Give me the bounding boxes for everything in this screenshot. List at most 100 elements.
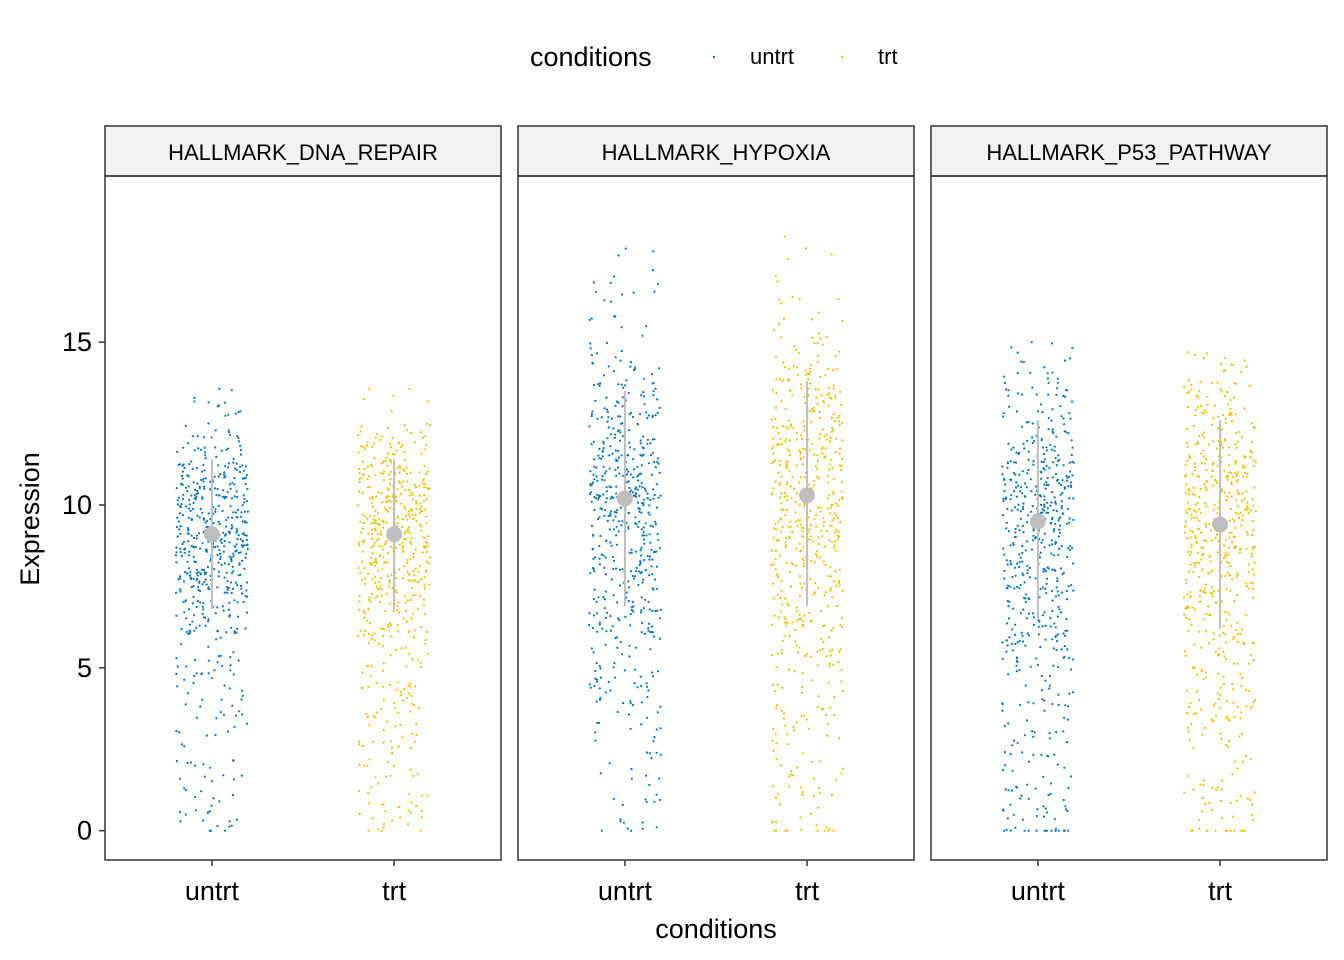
data-point [1067,547,1070,550]
data-point [381,501,384,504]
data-point [598,665,601,668]
data-point [649,752,652,755]
data-point [1010,509,1014,512]
data-point [592,281,595,284]
data-point [1007,789,1010,792]
data-point [786,481,789,484]
data-point [827,475,830,478]
data-point [803,395,806,398]
data-point [819,649,822,652]
data-point [243,533,246,537]
data-point [1220,362,1223,365]
data-point [631,574,635,578]
data-point [1054,473,1058,476]
data-point [645,800,648,804]
data-point [637,474,640,477]
data-point [226,490,229,493]
data-point [1009,498,1012,501]
data-point [1250,451,1254,454]
data-point [368,596,371,599]
data-point [1187,493,1191,496]
data-point [636,686,639,689]
data-point [392,609,395,613]
data-point [1251,596,1255,599]
data-point [408,515,411,518]
data-point [412,704,415,707]
data-point [654,523,658,526]
data-point [1194,712,1198,715]
data-point [786,743,789,746]
data-point [776,280,779,283]
data-point [829,458,833,462]
data-point [379,533,382,536]
data-point [780,508,783,511]
data-point [659,608,662,612]
data-point [1056,763,1059,766]
data-point [1192,424,1195,427]
data-point [382,479,385,482]
data-point [1214,601,1217,604]
data-point [1238,551,1241,554]
data-point [1047,755,1050,758]
data-point [607,514,610,518]
data-point [634,366,637,369]
data-point [812,484,816,487]
data-point [1226,478,1229,481]
data-point [812,593,815,596]
data-point [1193,509,1196,512]
data-point [835,549,838,552]
data-point [603,598,606,601]
data-point [628,486,631,489]
data-point [414,567,417,570]
data-point [1005,828,1008,831]
data-point [234,511,238,514]
data-point [201,698,204,701]
data-point [831,648,834,651]
data-point [645,325,648,328]
data-point [1023,495,1026,498]
data-point [176,516,179,520]
data-point [620,524,623,527]
data-point [1197,527,1200,530]
data-point [1066,648,1069,651]
data-point [588,493,592,496]
data-point [798,481,801,484]
data-point [1235,576,1239,579]
data-point [243,544,246,547]
data-point [382,741,385,744]
data-point [1198,698,1201,701]
data-point [650,473,653,476]
data-point [1240,733,1243,736]
series-trt [770,235,845,832]
data-point [784,440,787,443]
data-point [1253,486,1256,489]
data-point [810,421,813,424]
data-point [1204,671,1207,674]
data-point [603,299,606,302]
summary-mean [203,526,220,543]
data-point [1198,519,1201,522]
data-point [1185,511,1189,515]
data-point [245,534,248,537]
data-point [1189,595,1193,598]
data-point [592,383,596,387]
data-point [1051,638,1054,641]
data-point [776,539,779,542]
data-point [793,670,796,673]
data-point [832,663,835,666]
data-point [798,449,801,452]
data-point [620,293,624,296]
data-point [221,605,225,608]
data-point [1226,745,1229,748]
data-point [797,519,800,522]
data-point [1004,788,1007,791]
data-point [1042,570,1045,573]
data-point [1185,509,1188,512]
data-point [828,662,831,666]
data-point [647,627,650,630]
data-point [195,495,198,498]
data-point [1187,351,1190,354]
data-point [1202,431,1205,434]
data-point [381,462,384,465]
